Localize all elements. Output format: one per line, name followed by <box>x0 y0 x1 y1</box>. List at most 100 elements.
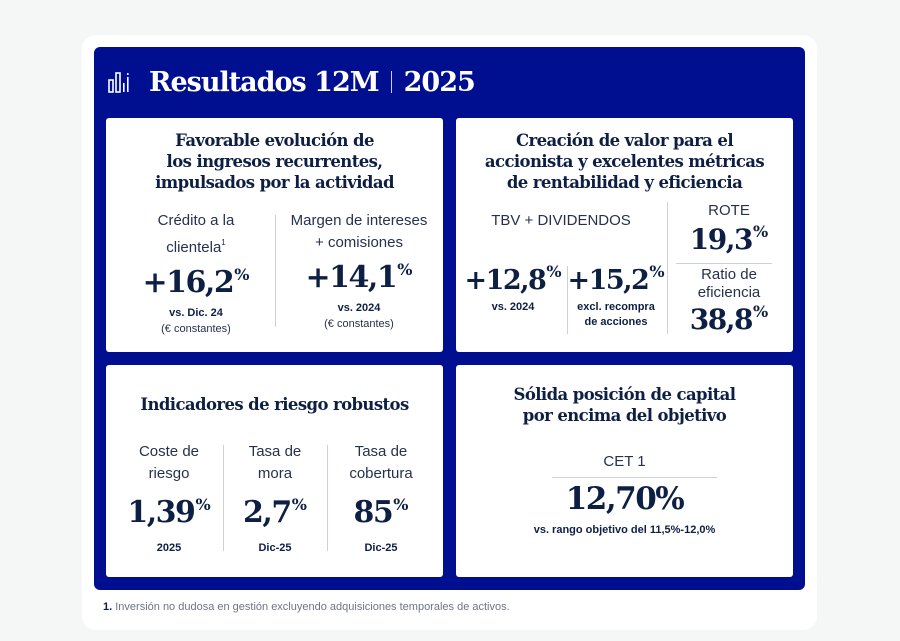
metric-tasa-cobertura: Tasa de cobertura 85% Dic-25 <box>328 441 434 556</box>
metric-value: 1,39% <box>114 495 224 530</box>
metric-note-2: (€ constantes) <box>161 323 231 335</box>
footnote-ref: 1 <box>221 238 226 247</box>
card-title-line: impulsados por la actividad <box>155 173 394 192</box>
metric-value: 85% <box>328 495 434 530</box>
card-title-line: accionista y excelentes métricas <box>484 152 765 171</box>
metric-number: 85 <box>353 495 394 530</box>
metric-note-line: excl. recompra <box>577 301 655 313</box>
footnote-text: Inversión no dudosa en gestión excluyend… <box>115 601 510 613</box>
metric-number: +14,1 <box>305 260 398 295</box>
percent-sign: % <box>753 302 769 321</box>
percent-sign: % <box>234 265 250 284</box>
metric-margen: Margen de intereses + comisiones +14,1% … <box>278 210 440 332</box>
metric-label-line: Ratio de <box>701 266 757 283</box>
divider <box>567 266 568 334</box>
metric-label-line: Tasa de <box>354 443 408 460</box>
metric-label: Tasa de mora <box>224 441 326 485</box>
footnote-number: 1. <box>103 601 113 613</box>
card-title: Favorable evolución de los ingresos recu… <box>106 130 443 193</box>
percent-sign: % <box>649 262 665 281</box>
tbv-label: TBV + DIVIDENDOS <box>491 212 631 229</box>
title-separator <box>390 71 392 93</box>
metric-tasa-mora: Tasa de mora 2,7% Dic-25 <box>224 441 326 556</box>
metric-note: vs. 2024 <box>491 301 535 313</box>
bar-chart-icon <box>108 72 129 93</box>
metric-note: vs. 2024 <box>337 302 381 314</box>
cet1-label: CET 1 <box>603 453 646 470</box>
card-title: Creación de valor para el accionista y e… <box>456 130 793 193</box>
divider-horizontal <box>676 263 772 264</box>
card-title-line: de rentabilidad y eficiencia <box>506 173 743 192</box>
metric-number: 19,3 <box>689 223 754 256</box>
metric-number: +15,2 <box>567 265 649 296</box>
card-title-line: Favorable evolución de <box>175 131 374 150</box>
metric-value: +15,2% <box>566 262 666 296</box>
metric-tbv-excl: +15,2% excl. recompra de acciones <box>566 262 666 330</box>
page-year: 2025 <box>403 66 476 98</box>
divider-horizontal <box>552 477 717 478</box>
card-title: Indicadores de riesgo robustos <box>140 395 409 414</box>
metric-note: 2025 <box>156 542 182 554</box>
metric-label-line: cobertura <box>349 465 413 482</box>
card-capital: Sólida posición de capital por encima de… <box>456 365 793 577</box>
card-valor: Creación de valor para el accionista y e… <box>456 118 793 352</box>
metric-note: Dic-25 <box>364 542 398 554</box>
percent-sign: % <box>393 495 409 514</box>
metric-value: +12,8% <box>460 262 566 296</box>
divider <box>327 445 328 551</box>
metric-number: 2,7 <box>243 495 292 530</box>
metric-credito: Crédito a la clientela1 +16,2% vs. Dic. … <box>116 210 276 337</box>
metric-eficiencia: Ratio de eficiencia 38,8% <box>668 266 790 336</box>
page-title: Resultados 12M <box>149 66 380 98</box>
cet1-value: 12,70% <box>565 481 685 517</box>
percent-sign: % <box>546 262 562 281</box>
card-title-line: Sólida posición de capital <box>513 385 737 404</box>
card-title-line: los ingresos recurrentes, <box>166 152 384 171</box>
card-riesgo: Indicadores de riesgo robustos Coste de … <box>106 365 443 577</box>
metric-value: 38,8% <box>668 302 790 336</box>
metric-label-line: clientela <box>166 239 222 256</box>
metric-label: Margen de intereses + comisiones <box>278 210 440 254</box>
card-title-line: por encima del objetivo <box>522 406 727 425</box>
header: Resultados 12M 2025 <box>108 58 476 106</box>
metric-number: +16,2 <box>142 265 235 300</box>
metric-rote: ROTE 19,3% <box>668 200 790 256</box>
card-ingresos: Favorable evolución de los ingresos recu… <box>106 118 443 352</box>
divider <box>275 215 276 327</box>
metric-label-line: mora <box>257 465 293 482</box>
metric-number: 1,39 <box>127 495 196 530</box>
metric-label-line: Tasa de <box>248 443 302 460</box>
card-title-line: Creación de valor para el <box>516 131 734 150</box>
metric-note: Dic-25 <box>258 542 292 554</box>
metric-value: +14,1% <box>278 260 440 295</box>
percent-sign: % <box>753 222 769 241</box>
metric-label-line: + comisiones <box>315 234 403 251</box>
metric-label: Tasa de cobertura <box>328 441 434 485</box>
metric-label-line: riesgo <box>148 465 190 482</box>
metric-label-line: Crédito a la <box>157 212 235 229</box>
metric-label-line: Margen de intereses <box>290 212 428 229</box>
metric-number: +12,8 <box>464 265 546 296</box>
metric-note-2: (€ constantes) <box>324 318 394 330</box>
metric-tbv-2024: +12,8% vs. 2024 <box>460 262 566 315</box>
metric-value: +16,2% <box>116 265 276 300</box>
metric-label: Ratio de eficiencia <box>668 266 790 302</box>
percent-sign: % <box>291 495 307 514</box>
metric-value: 2,7% <box>224 495 326 530</box>
metric-label: Coste de riesgo <box>114 441 224 485</box>
divider <box>223 445 224 551</box>
metric-label: ROTE <box>708 202 750 219</box>
metric-value: 19,3% <box>668 222 790 256</box>
card-title: Sólida posición de capital por encima de… <box>456 384 793 426</box>
metric-label-line: Coste de <box>138 443 200 460</box>
metric-number: 38,8 <box>689 303 754 336</box>
cet1-note: vs. rango objetivo del 11,5%-12,0% <box>533 524 716 536</box>
divider <box>667 202 668 334</box>
footnote: 1. Inversión no dudosa en gestión excluy… <box>103 601 510 613</box>
metric-label-line: eficiencia <box>697 284 761 301</box>
metric-note-line: de acciones <box>584 316 648 328</box>
metric-note: excl. recompra de acciones <box>566 300 666 330</box>
metric-note: vs. Dic. 24 <box>169 307 223 319</box>
metric-label: Crédito a la clientela1 <box>116 210 276 259</box>
metric-coste-riesgo: Coste de riesgo 1,39% 2025 <box>114 441 224 556</box>
